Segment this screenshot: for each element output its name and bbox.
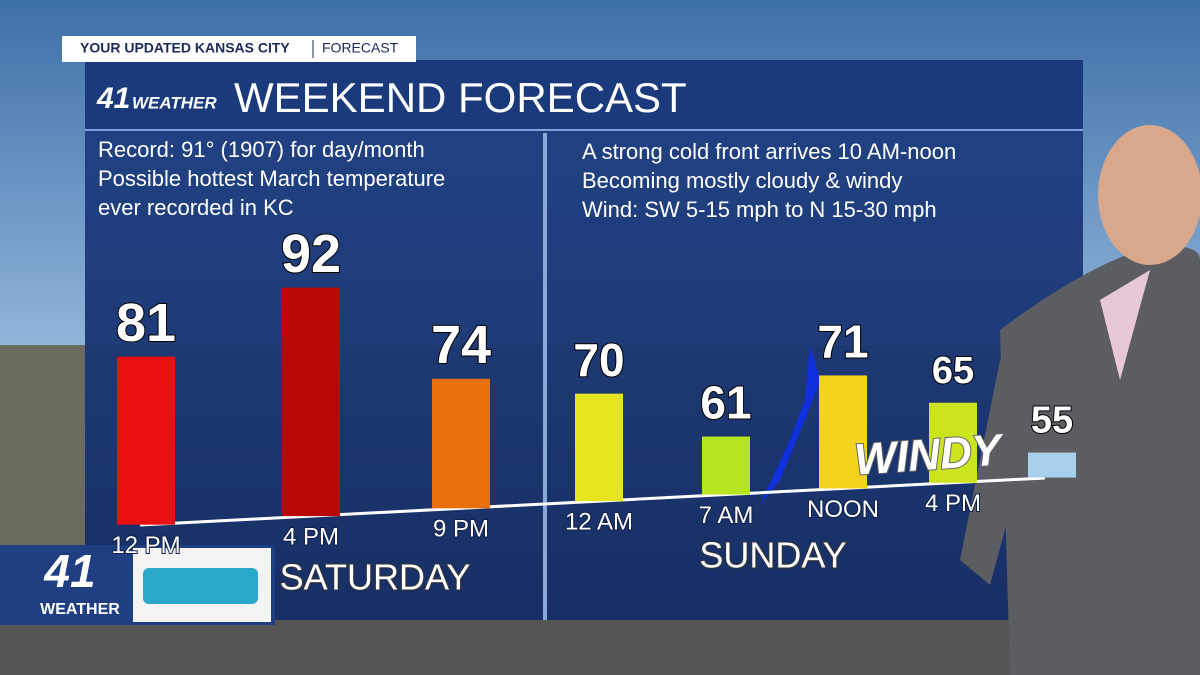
chart-title: WEEKEND FORECAST bbox=[234, 74, 687, 121]
title-logo: 41 bbox=[96, 82, 130, 115]
presenter-suit bbox=[1000, 246, 1200, 675]
note: Record: 91° (1907) for day/month bbox=[98, 137, 425, 162]
bar bbox=[1028, 452, 1076, 478]
note: Wind: SW 5-15 mph to N 15-30 mph bbox=[582, 197, 937, 222]
category-label: 12 AM bbox=[565, 508, 633, 535]
category-label: 4 PM bbox=[283, 523, 339, 550]
value-label: 81 bbox=[116, 293, 176, 353]
bar bbox=[575, 393, 623, 502]
note: ever recorded in KC bbox=[98, 195, 294, 220]
vehicle bbox=[143, 568, 258, 604]
bar bbox=[929, 402, 977, 483]
value-label: 92 bbox=[281, 224, 341, 284]
note: Becoming mostly cloudy & windy bbox=[582, 168, 902, 193]
note: Possible hottest March temperature bbox=[98, 166, 445, 191]
category-label: 9 PM bbox=[433, 516, 489, 543]
category-label: 12 PM bbox=[111, 532, 180, 559]
value-label: 71 bbox=[817, 316, 868, 368]
category-label: 7 AM bbox=[699, 502, 754, 529]
annotation: WINDY bbox=[853, 425, 1006, 484]
title-bar bbox=[85, 60, 1083, 130]
banner bbox=[62, 36, 416, 62]
group-label: SATURDAY bbox=[280, 557, 471, 598]
highway bbox=[0, 620, 1200, 675]
banner-title: YOUR UPDATED KANSAS CITY bbox=[80, 40, 290, 56]
bar bbox=[117, 356, 175, 525]
value-label: 61 bbox=[700, 377, 751, 429]
banner-section: FORECAST bbox=[322, 40, 399, 56]
category-label: NOON bbox=[807, 496, 879, 523]
note: A strong cold front arrives 10 AM-noon bbox=[582, 139, 956, 164]
baseline bbox=[139, 476, 1046, 527]
bar bbox=[819, 375, 867, 489]
title-logo-word: WEATHER bbox=[132, 93, 217, 112]
group-label: SUNDAY bbox=[699, 535, 846, 576]
presenter-shirt bbox=[1100, 270, 1150, 380]
value-label: 65 bbox=[932, 350, 974, 392]
bar bbox=[282, 287, 340, 517]
presenter-head bbox=[1098, 125, 1200, 265]
panel bbox=[85, 60, 1083, 620]
logo-number: 41 bbox=[43, 545, 95, 597]
cold-front bbox=[760, 345, 820, 505]
value-label: 70 bbox=[573, 334, 624, 386]
logo-word: WEATHER bbox=[40, 601, 120, 618]
value-label: 55 bbox=[1031, 400, 1073, 442]
bar bbox=[702, 436, 750, 495]
presenter-arm bbox=[960, 360, 1040, 585]
category-label: 4 PM bbox=[925, 490, 981, 517]
bar bbox=[432, 378, 490, 509]
value-label: 74 bbox=[431, 315, 491, 375]
